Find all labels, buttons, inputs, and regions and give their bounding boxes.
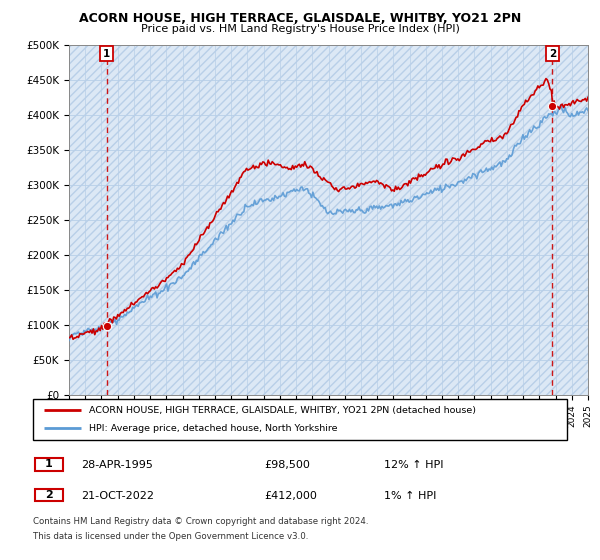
Text: 28-APR-1995: 28-APR-1995	[81, 460, 153, 470]
Text: ACORN HOUSE, HIGH TERRACE, GLAISDALE, WHITBY, YO21 2PN: ACORN HOUSE, HIGH TERRACE, GLAISDALE, WH…	[79, 12, 521, 25]
Text: 21-OCT-2022: 21-OCT-2022	[81, 491, 154, 501]
Text: £412,000: £412,000	[264, 491, 317, 501]
Text: HPI: Average price, detached house, North Yorkshire: HPI: Average price, detached house, Nort…	[89, 424, 338, 433]
Text: 2: 2	[45, 490, 52, 500]
Text: 1: 1	[45, 459, 52, 469]
Text: ACORN HOUSE, HIGH TERRACE, GLAISDALE, WHITBY, YO21 2PN (detached house): ACORN HOUSE, HIGH TERRACE, GLAISDALE, WH…	[89, 405, 476, 414]
Text: £98,500: £98,500	[264, 460, 310, 470]
Text: 1% ↑ HPI: 1% ↑ HPI	[384, 491, 436, 501]
Bar	[35, 458, 62, 470]
Text: 12% ↑ HPI: 12% ↑ HPI	[384, 460, 443, 470]
Text: This data is licensed under the Open Government Licence v3.0.: This data is licensed under the Open Gov…	[33, 532, 308, 541]
Bar	[35, 489, 62, 501]
Text: Price paid vs. HM Land Registry's House Price Index (HPI): Price paid vs. HM Land Registry's House …	[140, 24, 460, 34]
Text: 2: 2	[548, 49, 556, 59]
Text: Contains HM Land Registry data © Crown copyright and database right 2024.: Contains HM Land Registry data © Crown c…	[33, 517, 368, 526]
Text: 1: 1	[103, 49, 110, 59]
